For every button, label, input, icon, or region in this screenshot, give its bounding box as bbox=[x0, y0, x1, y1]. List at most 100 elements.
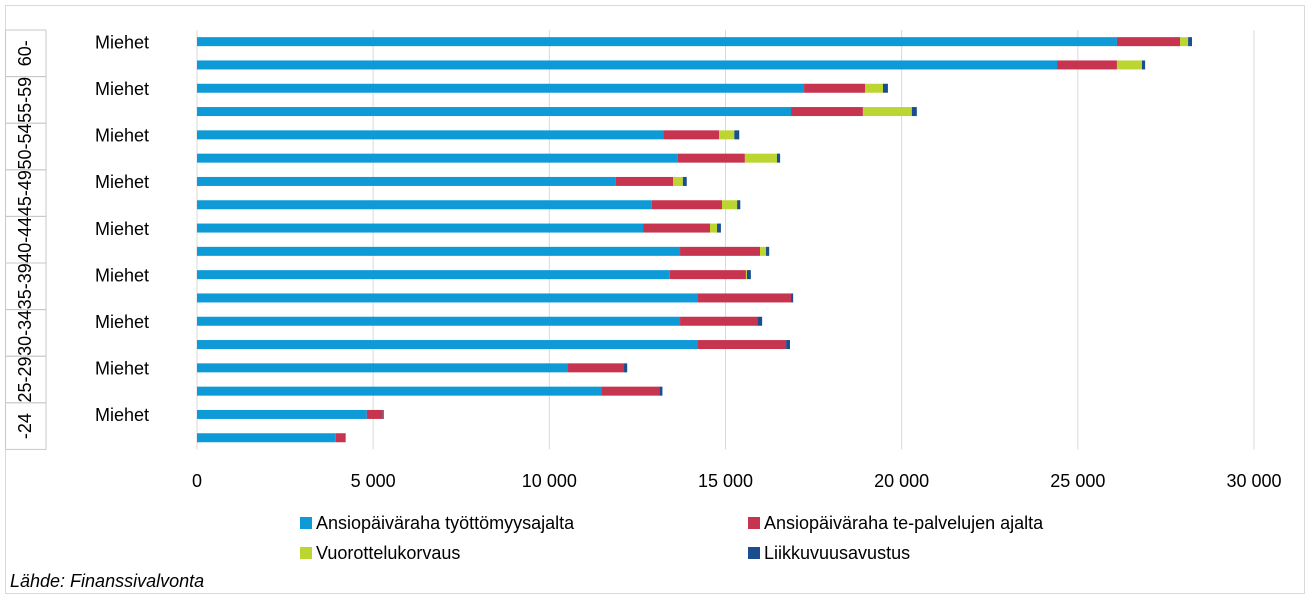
x-tick-label: 25 000 bbox=[1050, 471, 1105, 491]
x-tick-label: 20 000 bbox=[874, 471, 929, 491]
y-tick-label: Miehet bbox=[95, 126, 149, 146]
bar-segment bbox=[651, 200, 722, 210]
legend-label: Ansiopäiväraha työttömyysajalta bbox=[316, 513, 575, 533]
bar-segment bbox=[766, 246, 770, 256]
bar-segment bbox=[568, 363, 625, 373]
y-tick-label: Miehet bbox=[95, 312, 149, 332]
bar-segment bbox=[677, 153, 745, 163]
bar-segment bbox=[663, 130, 720, 140]
group-label: 60- bbox=[15, 40, 35, 66]
y-tick-label: Miehet bbox=[95, 405, 149, 425]
bar-segment bbox=[197, 200, 652, 210]
bar-segment bbox=[737, 200, 741, 210]
bar-segment bbox=[197, 386, 602, 396]
bar-segment bbox=[882, 83, 888, 93]
legend-label: Ansiopäiväraha te-palvelujen ajalta bbox=[764, 513, 1044, 533]
bar-segment bbox=[757, 316, 763, 326]
legend-label: Vuorottelukorvaus bbox=[316, 543, 460, 563]
legend-marker bbox=[300, 547, 312, 559]
bar-segment bbox=[1188, 37, 1192, 47]
bar-segment bbox=[197, 409, 367, 419]
bar-segment bbox=[680, 316, 758, 326]
y-tick-label: Miehet bbox=[95, 219, 149, 239]
group-label: -24 bbox=[15, 413, 35, 439]
bar-segment bbox=[717, 223, 721, 233]
bar-segment bbox=[197, 176, 616, 186]
bar-segment bbox=[197, 60, 1058, 70]
group-label: 45-49 bbox=[15, 170, 35, 216]
bar-segment bbox=[197, 246, 681, 256]
bar-segment bbox=[366, 409, 383, 419]
bar-segment bbox=[382, 409, 384, 419]
bar-segment bbox=[669, 270, 746, 280]
bar-segment bbox=[197, 107, 792, 117]
legend-marker bbox=[300, 517, 312, 529]
x-tick-label: 10 000 bbox=[522, 471, 577, 491]
bar-segment bbox=[698, 340, 787, 350]
group-label: 55-59 bbox=[15, 77, 35, 123]
x-tick-label: 15 000 bbox=[698, 471, 753, 491]
bar-segment bbox=[197, 153, 678, 163]
source: Lähde: Finanssivalvonta bbox=[10, 571, 204, 591]
bar-segment bbox=[197, 433, 336, 443]
bar-segment bbox=[1116, 60, 1142, 70]
bar-segment bbox=[601, 386, 660, 396]
bar-segment bbox=[1116, 37, 1181, 47]
bar-segment bbox=[197, 340, 699, 350]
bar-segment bbox=[865, 83, 883, 93]
group-label: 50-54 bbox=[15, 123, 35, 169]
group-label: 40-44 bbox=[15, 217, 35, 263]
bar-segment bbox=[719, 130, 735, 140]
bar-segment bbox=[862, 107, 912, 117]
bar-segment bbox=[197, 130, 664, 140]
group-cell bbox=[5, 402, 47, 450]
bar-segment bbox=[791, 107, 863, 117]
y-tick-label: Miehet bbox=[95, 265, 149, 285]
legend-label: Liikkuvuusavustus bbox=[764, 543, 910, 563]
x-tick-label: 0 bbox=[192, 471, 202, 491]
y-tick-label: Miehet bbox=[95, 172, 149, 192]
bar-segment bbox=[804, 83, 866, 93]
bar-segment bbox=[709, 223, 718, 233]
y-tick-label: Miehet bbox=[95, 79, 149, 99]
bar-segment bbox=[721, 200, 738, 210]
bar-segment bbox=[197, 37, 1117, 47]
bar-segment bbox=[197, 223, 644, 233]
x-tick-label: 5 000 bbox=[351, 471, 396, 491]
bar-segment bbox=[911, 107, 917, 117]
group-label: 35-39 bbox=[15, 263, 35, 309]
bar-segment bbox=[786, 340, 790, 350]
bar-segment bbox=[615, 176, 674, 186]
bar-segment bbox=[643, 223, 710, 233]
group-label: 25-29 bbox=[15, 356, 35, 402]
legend-marker bbox=[748, 547, 760, 559]
bar-segment bbox=[744, 153, 777, 163]
bar-segment bbox=[673, 176, 683, 186]
bar-segment bbox=[791, 293, 794, 303]
bar-segment bbox=[776, 153, 781, 163]
legend-marker bbox=[748, 517, 760, 529]
bar-segment bbox=[197, 316, 681, 326]
bar-segment bbox=[1057, 60, 1117, 70]
bar-segment bbox=[734, 130, 740, 140]
bar-segment bbox=[746, 270, 751, 280]
bar-segment bbox=[760, 246, 767, 256]
bar-segment bbox=[197, 363, 569, 373]
bar-segment bbox=[335, 433, 346, 443]
y-tick-label: Miehet bbox=[95, 32, 149, 52]
bar-segment bbox=[1180, 37, 1189, 47]
x-tick-label: 30 000 bbox=[1226, 471, 1281, 491]
bar-segment bbox=[1141, 60, 1146, 70]
bar-segment bbox=[624, 363, 628, 373]
bar-segment bbox=[680, 246, 761, 256]
bar-segment bbox=[682, 176, 687, 186]
bar-segment bbox=[745, 270, 747, 280]
bar-segment bbox=[197, 83, 805, 93]
bar-segment bbox=[659, 386, 663, 396]
y-tick-label: Miehet bbox=[95, 359, 149, 379]
group-label: 30-34 bbox=[15, 310, 35, 356]
bar-segment bbox=[698, 293, 792, 303]
bar-segment bbox=[197, 270, 670, 280]
bar-segment bbox=[197, 293, 699, 303]
